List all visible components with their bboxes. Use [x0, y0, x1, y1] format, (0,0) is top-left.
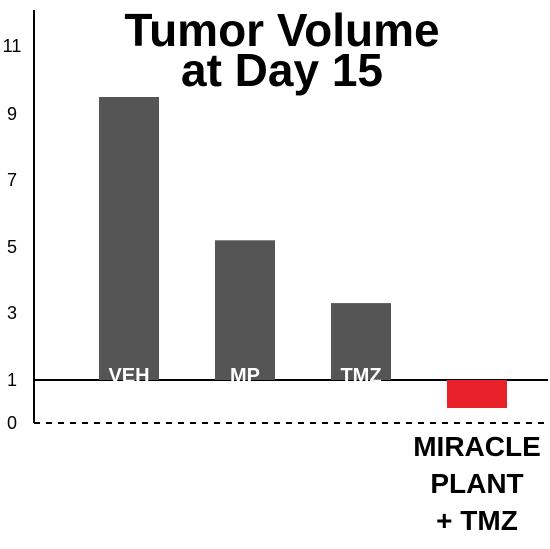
y-tick-label: 3 — [7, 303, 17, 323]
y-tick-label: 5 — [7, 237, 17, 257]
y-tick-label: 0 — [7, 413, 17, 433]
category-labels: VEH MP TMZ MIRACLE PLANT + TMZ — [108, 365, 540, 536]
bar-category-label: MIRACLE — [413, 431, 541, 462]
bar — [447, 380, 507, 408]
bar-category-label: PLANT — [430, 468, 523, 499]
bar-category-label: TMZ — [340, 365, 381, 387]
y-tick-label: 1 — [7, 370, 17, 390]
bar-category-label: VEH — [108, 365, 149, 387]
y-tick-label: 11 — [3, 36, 22, 56]
bars — [99, 97, 507, 408]
bar — [331, 303, 391, 380]
bar — [99, 97, 159, 380]
y-tick-label: 9 — [7, 104, 17, 124]
chart-title-line: at Day 15 — [181, 44, 383, 96]
bar-category-label: MP — [230, 365, 260, 387]
bar — [215, 240, 275, 380]
y-tick-label: 7 — [7, 170, 17, 190]
bar-category-label: + TMZ — [436, 505, 518, 536]
chart-title-line: Tumor Volume — [124, 4, 439, 56]
